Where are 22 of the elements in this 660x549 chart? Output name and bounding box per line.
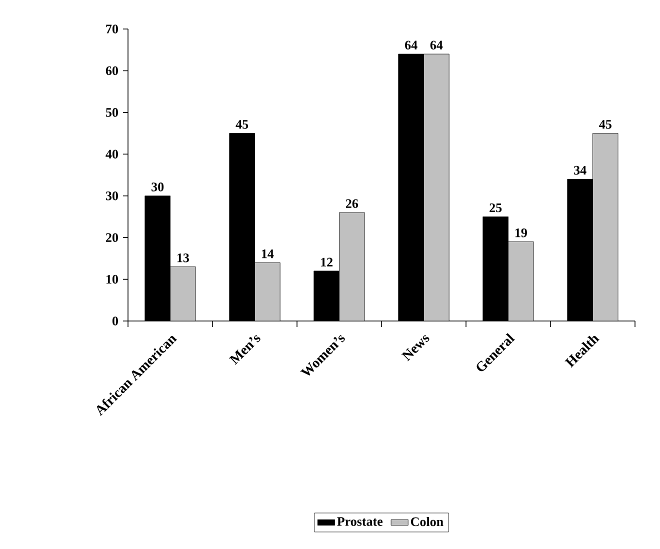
data-label: 45 bbox=[599, 120, 612, 129]
data-label: 30 bbox=[152, 182, 164, 192]
y-tick-label: 60 bbox=[106, 66, 118, 76]
data-label: 19 bbox=[515, 228, 527, 238]
data-label: 25 bbox=[490, 203, 502, 212]
data-label: 13 bbox=[177, 254, 189, 262]
data-label: 26 bbox=[346, 199, 358, 208]
y-tick-label: 50 bbox=[106, 108, 118, 117]
y-tick-label: 70 bbox=[106, 24, 118, 34]
data-label: 14 bbox=[262, 249, 274, 258]
legend-label: Prostate bbox=[337, 517, 383, 526]
legend-label: Colon bbox=[410, 516, 444, 526]
data-label: 45 bbox=[236, 120, 248, 129]
data-label: 64 bbox=[405, 40, 418, 50]
y-tick-label: 40 bbox=[106, 150, 118, 159]
data-label: 12 bbox=[321, 258, 333, 266]
y-tick-label: 30 bbox=[106, 191, 118, 200]
data-label: 64 bbox=[430, 40, 443, 50]
y-tick-label: 10 bbox=[106, 274, 118, 284]
data-label: 34 bbox=[574, 166, 586, 175]
y-tick-label: 0 bbox=[112, 316, 118, 326]
y-tick-label: 20 bbox=[106, 233, 118, 242]
